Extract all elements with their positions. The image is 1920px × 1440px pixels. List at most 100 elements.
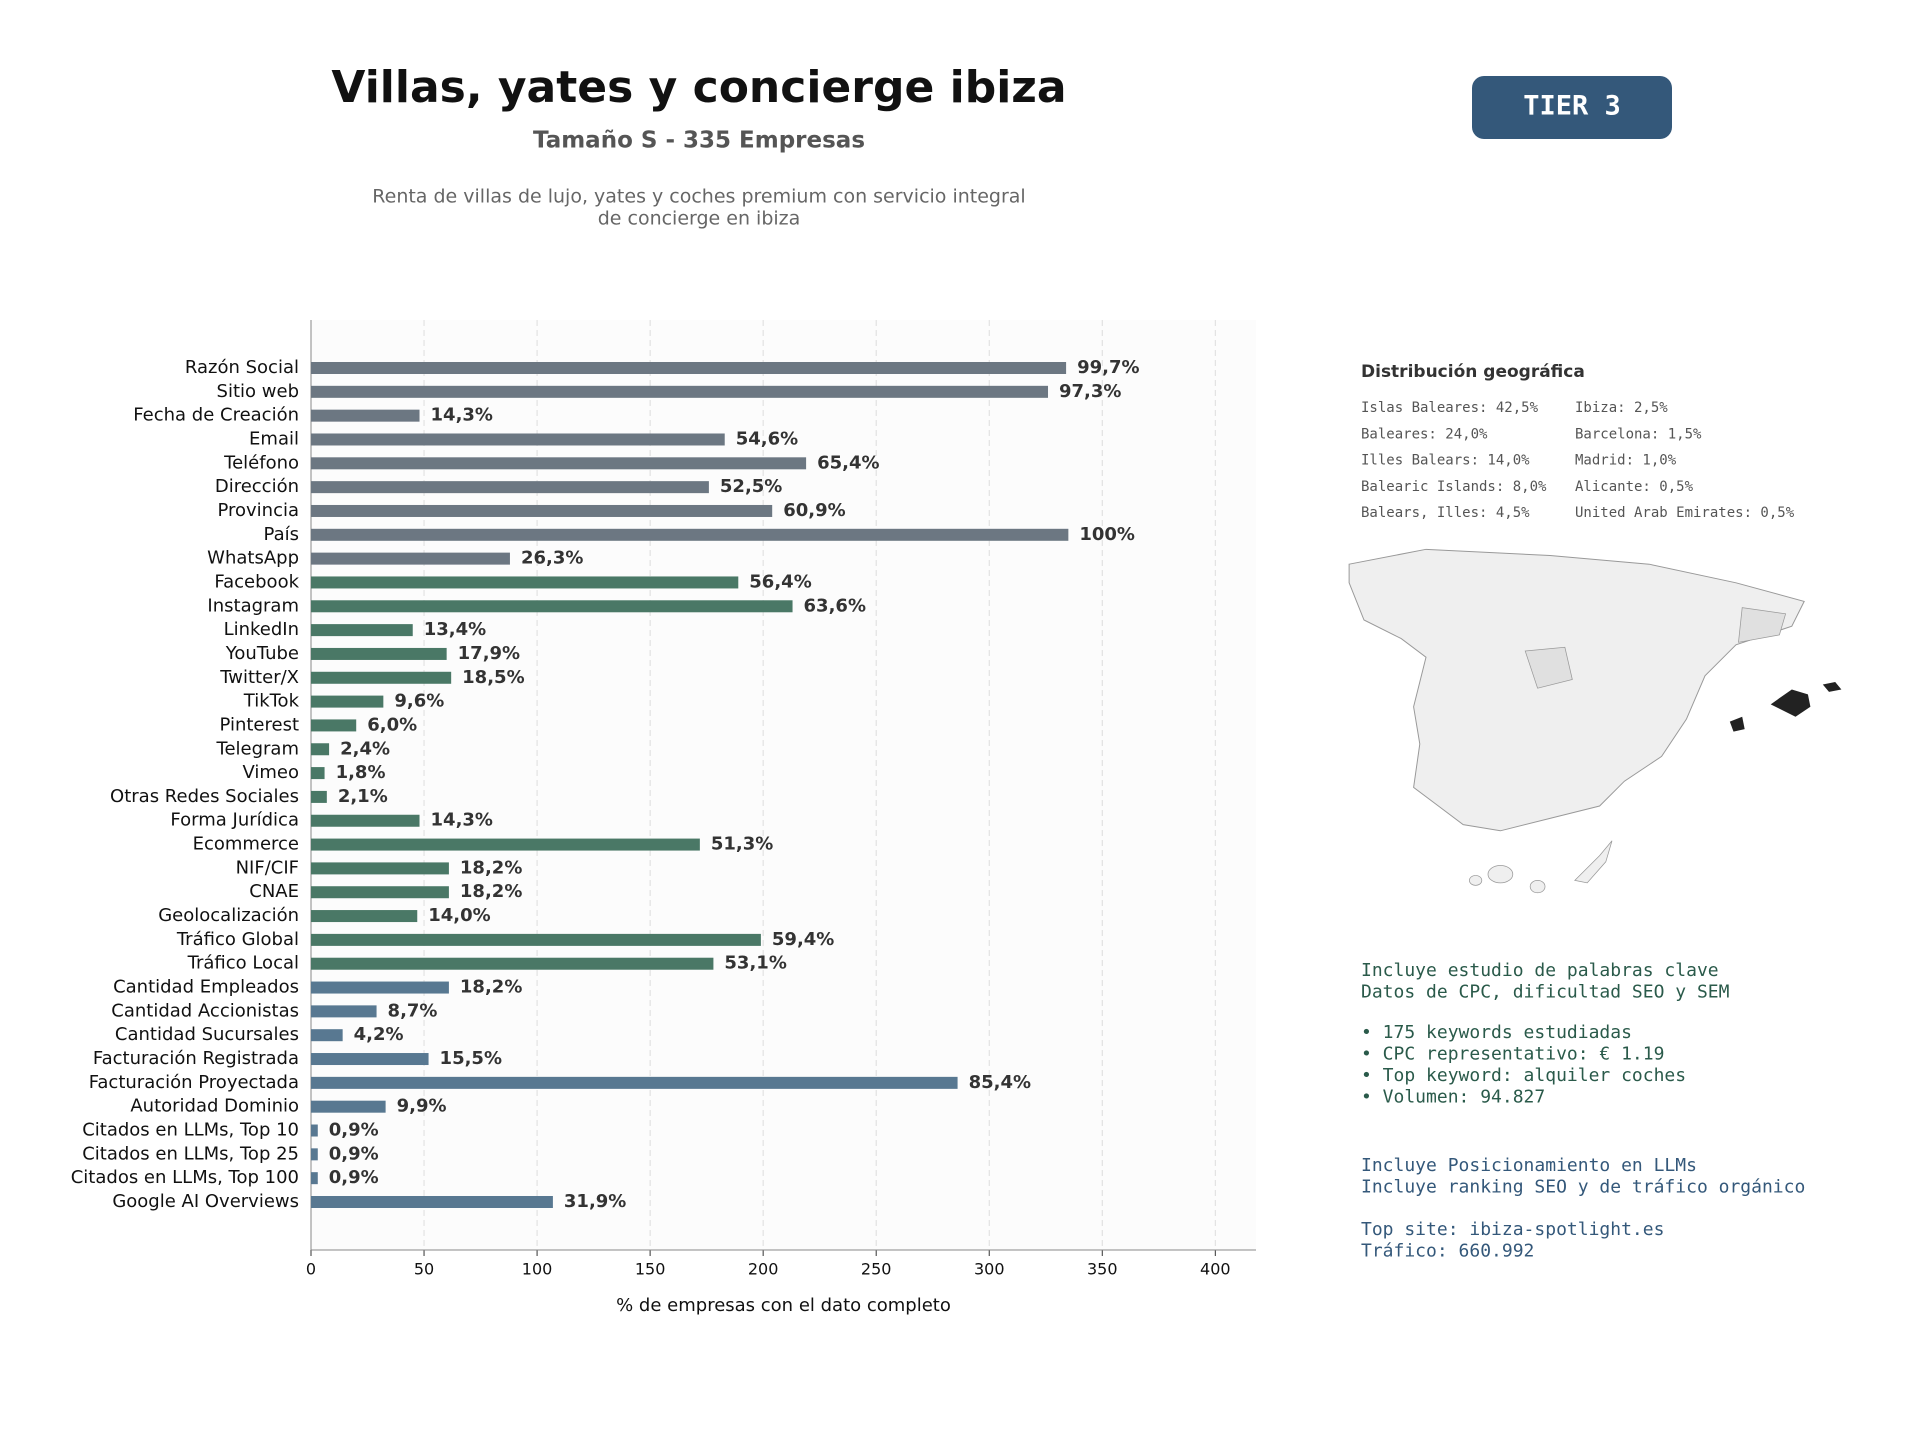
geo-item: Islas Baleares: 42,5% <box>1361 400 1539 416</box>
bar <box>311 528 1069 541</box>
x-tick-label: 100 <box>522 1260 553 1279</box>
bar <box>311 1100 386 1113</box>
y-tick-label: Cantidad Accionistas <box>111 1000 299 1021</box>
value-label: 14,3% <box>431 810 493 831</box>
bar <box>311 1196 553 1208</box>
bar <box>311 695 384 708</box>
y-tick-label: Geolocalización <box>158 905 299 926</box>
keyword-bullet: • CPC representativo: € 1.19 <box>1361 1044 1664 1065</box>
bar <box>311 671 452 684</box>
tier-badge <box>1472 76 1672 139</box>
keyword-bullet: • 175 keywords estudiadas <box>1361 1022 1632 1043</box>
y-tick-label: Vimeo <box>242 762 299 783</box>
y-tick-label: Tráfico Local <box>187 953 299 974</box>
y-tick-label: Facebook <box>214 571 299 592</box>
y-tick-label: Facturación Proyectada <box>89 1072 299 1093</box>
bar <box>311 719 357 732</box>
keyword-info: Incluye estudio de palabras clave <box>1361 960 1719 981</box>
value-label: 52,5% <box>720 476 782 497</box>
y-tick-label: LinkedIn <box>224 619 299 640</box>
llm-info: Incluye ranking SEO y de tráfico orgánic… <box>1361 1177 1805 1198</box>
value-label: 65,4% <box>817 452 879 473</box>
value-label: 6,0% <box>367 714 417 735</box>
bar <box>311 1172 318 1185</box>
value-label: 15,5% <box>440 1048 502 1069</box>
canaries <box>1469 875 1483 886</box>
y-tick-label: YouTube <box>225 643 299 664</box>
menorca <box>1822 682 1842 692</box>
description: Renta de villas de lujo, yates y coches … <box>372 186 1025 208</box>
y-tick-label: Fecha de Creación <box>133 405 299 426</box>
y-tick-label: Twitter/X <box>219 667 299 688</box>
y-tick-label: NIF/CIF <box>236 857 299 878</box>
bar <box>311 433 725 446</box>
bar <box>311 362 1067 374</box>
y-tick-label: Facturación Registrada <box>93 1048 299 1069</box>
y-tick-label: Otras Redes Sociales <box>110 786 299 807</box>
y-tick-label: Pinterest <box>219 714 299 735</box>
value-label: 56,4% <box>749 571 811 592</box>
geo-item: Balearic Islands: 8,0% <box>1361 479 1547 495</box>
y-tick-label: Citados en LLMs, Top 25 <box>82 1143 299 1164</box>
y-tick-label: Teléfono <box>223 452 299 473</box>
value-label: 9,6% <box>394 691 444 712</box>
value-label: 2,1% <box>338 786 388 807</box>
bar <box>311 814 420 827</box>
bar <box>311 1148 318 1161</box>
value-label: 99,7% <box>1077 357 1139 378</box>
keyword-bullet: • Top keyword: alquiler coches <box>1361 1065 1686 1086</box>
y-tick-label: Dirección <box>215 476 299 497</box>
bar <box>311 910 418 923</box>
value-label: 18,5% <box>462 667 524 688</box>
geo-item: Madrid: 1,0% <box>1575 453 1677 469</box>
x-tick-label: 50 <box>414 1260 434 1279</box>
top-site: Tráfico: 660.992 <box>1361 1241 1534 1262</box>
bar <box>311 1029 343 1042</box>
value-label: 14,0% <box>428 905 490 926</box>
bar <box>311 957 714 970</box>
value-label: 85,4% <box>969 1072 1031 1093</box>
bar <box>311 933 761 946</box>
value-label: 60,9% <box>783 500 845 521</box>
value-label: 59,4% <box>772 929 834 950</box>
x-tick-label: 350 <box>1087 1260 1118 1279</box>
y-tick-label: Telegram <box>216 738 299 759</box>
tier-label: TIER 3 <box>1523 91 1621 122</box>
bar <box>311 1124 318 1137</box>
x-tick-label: 250 <box>861 1260 892 1279</box>
value-label: 1,8% <box>336 762 386 783</box>
bar <box>311 1053 429 1066</box>
y-tick-label: Citados en LLMs, Top 100 <box>71 1167 299 1188</box>
value-label: 13,4% <box>424 619 486 640</box>
title: Villas, yates y concierge ibiza <box>331 62 1066 113</box>
bar <box>311 1076 958 1089</box>
canaries <box>1574 840 1613 884</box>
llm-info: Incluye Posicionamiento en LLMs <box>1361 1155 1697 1176</box>
barcelona <box>1738 607 1787 643</box>
canaries <box>1529 880 1546 894</box>
y-tick-label: Tráfico Global <box>176 929 299 950</box>
value-label: 53,1% <box>724 953 786 974</box>
y-tick-label: Ecommerce <box>193 834 299 855</box>
geo-item: Barcelona: 1,5% <box>1575 426 1702 442</box>
geo-item: Illes Balears: 14,0% <box>1361 453 1530 469</box>
bar <box>311 647 447 660</box>
y-tick-label: País <box>264 524 299 545</box>
x-tick-label: 200 <box>748 1260 779 1279</box>
y-tick-label: Instagram <box>207 595 299 616</box>
y-tick-label: Razón Social <box>185 357 299 378</box>
y-tick-label: TikTok <box>243 691 300 712</box>
bar <box>311 576 739 589</box>
value-label: 14,3% <box>431 405 493 426</box>
bar <box>311 838 700 851</box>
geo-item: Baleares: 24,0% <box>1361 426 1488 442</box>
geo-item: Alicante: 0,5% <box>1575 479 1694 495</box>
geo-item: Ibiza: 2,5% <box>1575 400 1668 416</box>
value-label: 2,4% <box>340 738 390 759</box>
value-label: 51,3% <box>711 834 773 855</box>
bar <box>311 862 449 875</box>
mainland <box>1348 548 1805 832</box>
y-tick-label: Google AI Overviews <box>112 1191 299 1212</box>
ibiza <box>1729 716 1745 732</box>
